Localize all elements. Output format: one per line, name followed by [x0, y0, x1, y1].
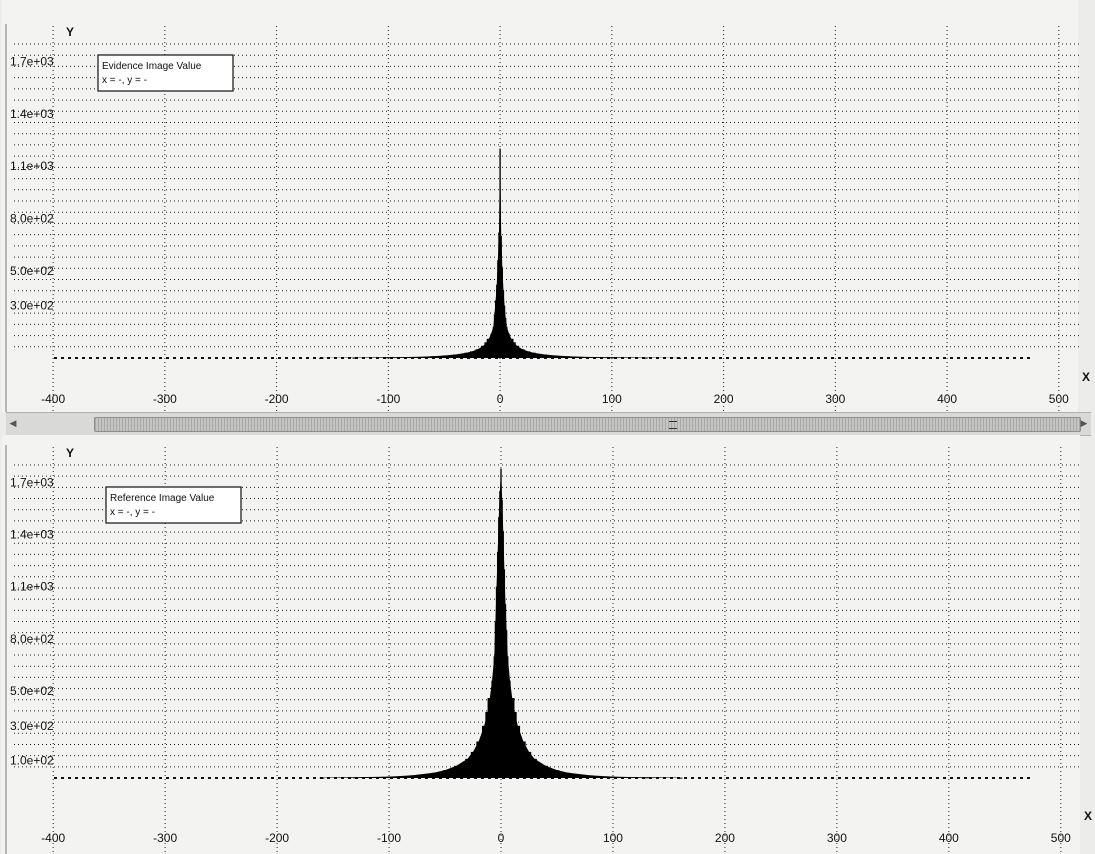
chart-0-bar: [319, 357, 324, 359]
chart-1-x-tick-label: 200: [715, 831, 735, 845]
scroll-grip-icon: [669, 421, 677, 429]
chart-0-x-tick-label: 400: [937, 392, 957, 406]
chart-0-x-tick-label: -300: [153, 392, 177, 406]
chart-0-legend-title: Evidence Image Value: [102, 61, 202, 72]
chart-0-x-tick-label: 100: [602, 392, 622, 406]
chart-0-legend: Evidence Image Value x = -, y = -: [97, 54, 234, 92]
chart-0-y-tick-label: 8.0e+02: [10, 211, 54, 225]
chart-1-x-tick-label: 100: [603, 831, 623, 845]
chart-0-x-tick-label: -200: [265, 392, 289, 406]
chart-1-y-tick-label: 8.0e+02: [10, 632, 54, 646]
chart-1-y-tick-label: 1.4e+03: [10, 528, 54, 542]
chart-0-x-tick-label: 0: [497, 392, 504, 406]
chart-1-legend-readout: x = -, y = -: [110, 507, 155, 518]
chart-1-x-tick-label: 0: [498, 831, 505, 845]
chart-1-x-tick-label: -400: [41, 831, 65, 845]
chart-1-legend: Reference Image Value x = -, y = -: [105, 486, 242, 524]
chart-1-bar: [319, 777, 325, 779]
chart-0-legend-box: [97, 54, 234, 92]
chart-1-y-axis-label: Y: [66, 446, 74, 460]
chart-1-x-tick-label: 300: [827, 831, 847, 845]
chart-1-x-tick-label: 400: [939, 831, 959, 845]
chart-0-x-tick-label: -400: [41, 392, 65, 406]
chart-1-legend-box: [105, 486, 242, 524]
chart-0-x-tick-label: 200: [714, 392, 734, 406]
chart-0-x-axis-label: X: [1082, 370, 1090, 384]
chart-0-y-tick-label: 1.1e+03: [10, 159, 54, 173]
chart-1-legend-title: Reference Image Value: [110, 493, 215, 504]
chart-1-y-tick-label: 1.7e+03: [10, 475, 54, 489]
chart-1-x-tick-label: -100: [377, 831, 401, 845]
chart-0-y-tick-label: 5.0e+02: [10, 264, 54, 278]
evidence-histogram-chart: -400 -300 -200 -100 0 100 200 300 400 500 3.0e+02 5…: [2, 0, 1090, 412]
chart-0-x-tick-label: 500: [1049, 392, 1069, 406]
chart-1-y-tick-label: 5.0e+02: [10, 684, 54, 698]
chart-0-legend-readout: x = -, y = -: [102, 75, 147, 86]
chart-1-bar: [677, 777, 683, 779]
horizontal-scrollbar[interactable]: ◀ ▶: [6, 412, 1091, 436]
scrollbar-thumb[interactable]: [94, 417, 1081, 432]
chart-0-bar: [676, 357, 682, 359]
chart-1-y-tick-label: 1.1e+03: [10, 580, 54, 594]
scroll-left-arrow-icon[interactable]: ◀: [9, 419, 17, 429]
chart-1-x-axis-label: X: [1084, 809, 1092, 823]
chart-1-x-tick-label: -300: [153, 831, 177, 845]
chart-0-x-tick-label: -100: [376, 392, 400, 406]
chart-0-y-tick-label: 1.4e+03: [10, 107, 54, 121]
chart-0-y-tick-label: 3.0e+02: [10, 299, 54, 313]
chart-0-bar: [352, 357, 358, 359]
chart-1-x-tick-label: -200: [265, 831, 289, 845]
chart-0-bar: [643, 357, 648, 359]
chart-1-y-tick-label: 3.0e+02: [10, 719, 54, 733]
scroll-right-arrow-icon[interactable]: ▶: [1080, 419, 1088, 429]
chart-0-y-tick-label: 1.7e+03: [10, 54, 54, 68]
chart-1-histogram-area: [321, 468, 681, 778]
chart-1-x-tick-label: 500: [1051, 831, 1071, 845]
chart-0-histogram-area: [321, 148, 679, 358]
chart-0-x-tick-label: 300: [825, 392, 845, 406]
chart-1-y-tick-label: 1.0e+02: [10, 754, 54, 768]
reference-histogram-chart: -400 -300 -200 -100 0 100 200 300 400 500 1.0e+02 3…: [2, 435, 1092, 854]
chart-0-y-axis-label: Y: [66, 25, 74, 39]
